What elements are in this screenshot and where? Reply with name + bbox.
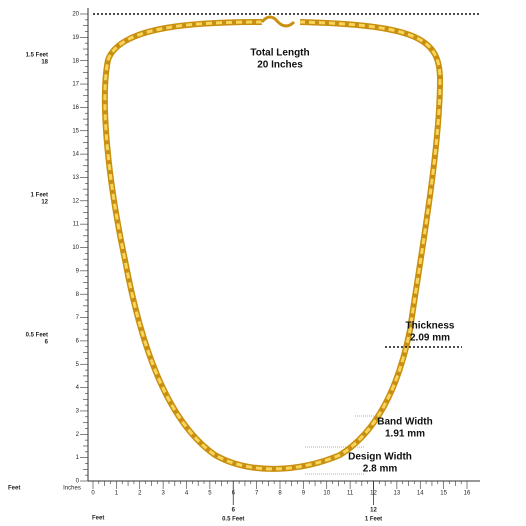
ruler-label: 4 — [76, 385, 80, 391]
ruler-label: 4 — [185, 491, 189, 497]
ruler-label: 19 — [72, 35, 79, 41]
ruler-label: 0 — [76, 479, 80, 485]
ruler-label: 17 — [72, 82, 79, 88]
annotation-title: Thickness — [406, 321, 455, 332]
ruler-label: 1 — [76, 455, 80, 461]
annotation-value: 20 Inches — [257, 60, 303, 71]
ruler-label: 10 — [323, 491, 330, 497]
feet-inch-label: 6 — [232, 508, 236, 514]
ruler-label: 2 — [76, 432, 80, 438]
ruler-label: 14 — [417, 491, 424, 497]
ruler-label: 15 — [72, 128, 79, 134]
ruler-label: 20 — [72, 12, 79, 18]
ruler-label: 8 — [76, 292, 80, 298]
feet-label: 0.5 Feet — [222, 517, 244, 523]
ruler-label: 5 — [208, 491, 212, 497]
ruler-label: 11 — [347, 491, 354, 497]
ruler-label: 5 — [76, 362, 80, 368]
ruler-label: 7 — [255, 491, 259, 497]
ruler-label: 1 — [115, 491, 119, 497]
unit-label: Feet — [8, 486, 20, 492]
annotation-value: 2.09 mm — [410, 333, 450, 344]
ruler-label: 14 — [72, 152, 79, 158]
ruler-label: 3 — [76, 409, 80, 415]
ruler-label: 11 — [73, 222, 80, 228]
ruler-label: 18 — [72, 58, 79, 64]
ruler-label: 13 — [394, 491, 401, 497]
ruler-label: 6 — [76, 338, 80, 344]
chain-body — [101, 19, 444, 472]
feet-label: 1 Feet — [365, 517, 382, 523]
feet-inch-label: 6 — [45, 339, 49, 345]
ruler-label: 2 — [138, 491, 142, 497]
ruler-label: 16 — [464, 491, 471, 497]
feet-label: 0.5 Feet — [26, 332, 48, 338]
ruler-label: 9 — [76, 268, 80, 274]
ruler-label: 10 — [72, 245, 79, 251]
ruler-label: 16 — [72, 105, 79, 111]
ruler-label: 15 — [440, 491, 447, 497]
chain — [101, 15, 444, 472]
annotation-title: Total Length — [250, 48, 309, 59]
feet-label: 1 Feet — [31, 192, 48, 198]
ruler-label: 13 — [72, 175, 79, 181]
annotation-title: Band Width — [377, 417, 432, 428]
clasp — [260, 15, 296, 28]
feet-inch-label: 12 — [41, 199, 48, 205]
chain-links — [103, 20, 442, 471]
unit-label: Feet — [92, 516, 104, 522]
ruler-label: 7 — [76, 315, 80, 321]
feet-inch-label: 12 — [370, 508, 377, 514]
ruler-label: 8 — [278, 491, 282, 497]
annotation-value: 2.8 mm — [363, 464, 398, 475]
ruler-label: 9 — [302, 491, 306, 497]
ruler-label: 0 — [91, 491, 95, 497]
annotation-title: Design Width — [348, 452, 412, 463]
feet-inch-label: 18 — [41, 59, 48, 65]
ruler-label: 3 — [161, 491, 165, 497]
annotation-value: 1.91 mm — [385, 429, 425, 440]
feet-label: 1.5 Feet — [26, 52, 48, 58]
ruler-label: 12 — [72, 198, 79, 204]
unit-label: Inches — [63, 486, 81, 492]
